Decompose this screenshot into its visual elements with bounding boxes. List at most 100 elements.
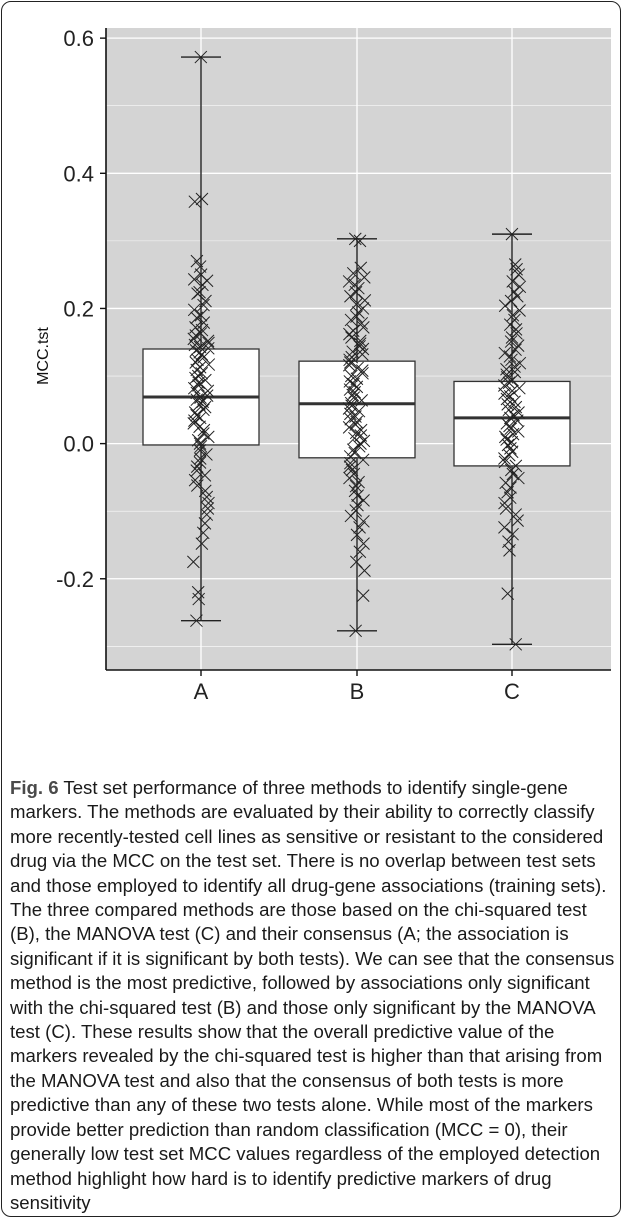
data-point-C — [505, 227, 519, 241]
data-point-C — [501, 438, 515, 452]
data-point-C — [508, 365, 522, 379]
data-point-C — [511, 339, 525, 352]
data-point-C — [513, 280, 527, 294]
data-point-C — [504, 335, 518, 348]
x-tick-label: B — [350, 679, 365, 704]
data-point-A — [197, 298, 210, 312]
data-point-B — [349, 624, 363, 638]
data-point-C — [510, 414, 524, 427]
data-point-A — [190, 479, 204, 492]
data-point-A — [187, 332, 201, 346]
data-point-B — [343, 471, 356, 485]
data-point-A — [195, 366, 209, 380]
data-point-B — [342, 421, 356, 434]
data-point-C — [498, 455, 512, 469]
data-point-B — [354, 261, 368, 275]
data-point-B — [343, 460, 357, 473]
data-point-A — [199, 294, 212, 308]
data-point-B — [357, 537, 370, 550]
data-point-B — [345, 463, 359, 477]
y-tick-label: 0.2 — [63, 296, 94, 321]
data-point-A — [191, 353, 204, 367]
data-point-B — [358, 293, 372, 307]
data-point-A — [196, 526, 210, 540]
data-point-B — [343, 356, 357, 369]
data-point-C — [511, 514, 524, 528]
data-point-A — [195, 537, 209, 550]
data-point-C — [508, 258, 522, 271]
data-point-B — [343, 327, 356, 341]
y-tick-label: -0.2 — [56, 567, 94, 592]
data-point-C — [512, 471, 525, 485]
data-point-A — [193, 437, 207, 450]
data-point-B — [346, 345, 360, 359]
data-point-A — [191, 369, 205, 383]
data-point-C — [503, 411, 517, 425]
data-point-A — [192, 592, 206, 606]
data-point-A — [194, 50, 208, 64]
y-tick-label: 0.0 — [63, 432, 94, 457]
data-point-C — [505, 353, 518, 367]
data-point-B — [356, 589, 370, 603]
data-point-A — [196, 278, 209, 292]
data-point-A — [193, 452, 207, 465]
box-plot-chart: -0.2 0.0 0.2 0.4 0.6 A B C MCC.tst — [35, 26, 611, 704]
data-point-A — [202, 358, 216, 371]
data-point-B — [349, 298, 363, 311]
data-point-A — [193, 260, 207, 273]
data-point-C — [505, 331, 519, 344]
data-point-B — [352, 439, 366, 453]
figure-caption: Fig. 6 Test set performance of three met… — [10, 776, 616, 1215]
data-point-C — [504, 294, 518, 308]
data-point-B — [356, 342, 370, 356]
data-point-A — [202, 496, 215, 510]
data-point-C — [501, 587, 515, 600]
data-point-A — [197, 423, 211, 437]
x-tick-label: C — [504, 679, 520, 704]
data-point-C — [498, 496, 511, 510]
data-point-B — [351, 489, 364, 502]
data-point-C — [509, 637, 523, 651]
data-point-A — [198, 469, 212, 482]
data-point-B — [350, 310, 363, 323]
data-point-B — [355, 348, 369, 361]
data-point-C — [512, 381, 526, 395]
data-point-A — [197, 350, 211, 364]
data-point-B — [351, 498, 364, 512]
data-point-B — [346, 388, 360, 402]
data-point-A — [195, 348, 209, 361]
data-point-C — [499, 502, 513, 515]
data-point-B — [355, 316, 369, 330]
data-point-B — [356, 321, 370, 334]
data-point-B — [344, 509, 358, 523]
data-point-A — [190, 614, 203, 628]
data-point-A — [187, 303, 201, 317]
data-point-C — [498, 521, 511, 534]
data-point-A — [192, 379, 205, 392]
y-tick-label: 0.4 — [63, 161, 94, 186]
data-point-B — [357, 494, 370, 507]
data-point-C — [513, 304, 526, 317]
data-point-B — [352, 475, 365, 489]
data-point-B — [353, 521, 366, 534]
data-point-C — [501, 398, 515, 411]
data-point-B — [344, 313, 358, 327]
data-point-B — [343, 450, 357, 463]
figure-label: Fig. 6 — [10, 777, 59, 798]
data-point-B — [348, 232, 362, 246]
data-point-C — [506, 467, 520, 481]
data-point-C — [509, 343, 522, 357]
data-point-C — [499, 430, 512, 444]
data-point-B — [355, 364, 369, 377]
data-point-C — [503, 350, 517, 363]
data-point-C — [506, 427, 520, 441]
data-point-A — [200, 508, 214, 521]
data-point-C — [508, 395, 521, 409]
data-point-B — [342, 358, 356, 372]
data-point-B — [354, 437, 367, 450]
data-point-C — [504, 463, 518, 477]
data-point-A — [199, 373, 212, 387]
data-point-A — [188, 195, 202, 209]
data-point-B — [357, 271, 371, 284]
